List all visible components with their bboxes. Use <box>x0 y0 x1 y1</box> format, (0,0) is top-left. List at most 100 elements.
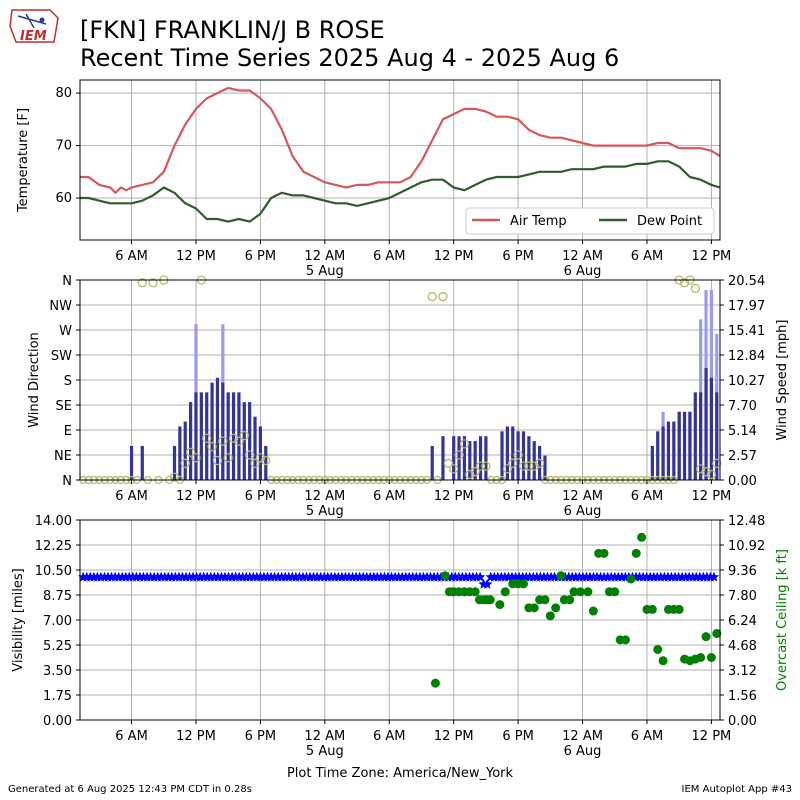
ceiling-point <box>610 587 620 597</box>
x-tick-label: 12 AM <box>304 489 345 504</box>
x-tick-label: 6 PM <box>245 489 276 504</box>
speed-tick-label: 17.97 <box>728 299 765 314</box>
wind-speed-bar <box>199 392 203 480</box>
legend-label-air-temp: Air Temp <box>510 214 567 229</box>
y-axis-label: Wind Direction <box>27 332 42 428</box>
wind-speed-bar <box>183 421 187 480</box>
x-tick-label: 12 PM <box>176 249 216 264</box>
x-tick-label-date: 5 Aug <box>306 744 344 759</box>
wind-direction-point <box>454 450 464 460</box>
wind-direction-point <box>690 283 700 293</box>
wind-direction-point <box>696 464 706 474</box>
x-tick-label: 12 PM <box>176 729 216 744</box>
ceiling-tick-label: 4.68 <box>728 639 757 654</box>
ceiling-tick-label: 6.24 <box>728 614 757 629</box>
y-axis-label: Visibility [miles] <box>11 568 26 671</box>
x-tick-label: 6 AM <box>631 249 664 264</box>
x-tick-label: 12 AM <box>562 729 603 744</box>
x-tick-label: 12 PM <box>692 489 732 504</box>
x-tick-label: 6 AM <box>373 489 406 504</box>
wind-speed-bar <box>516 431 520 480</box>
wind-speed-bar <box>189 402 193 480</box>
wind-direction-point <box>261 455 271 466</box>
wind-speed-bar <box>709 377 714 480</box>
wind-speed-bar <box>205 392 209 480</box>
wind-speed-bar <box>511 426 515 480</box>
legend: Air Temp Dew Point <box>465 207 715 235</box>
wind-direction-point <box>212 455 223 466</box>
wind-direction-point <box>459 439 470 449</box>
visibility-point <box>482 578 493 589</box>
wind-direction-point <box>712 458 722 468</box>
visibility-tick-label: 12.25 <box>35 539 72 554</box>
y-tick-label: 80 <box>55 86 72 101</box>
wind-speed-bar <box>441 436 445 480</box>
wind-direction-point <box>443 458 453 468</box>
direction-tick-label: NW <box>49 299 72 314</box>
direction-tick-label: N <box>62 474 72 489</box>
footer-app: IEM Autoplot App #43 <box>681 784 792 795</box>
wind-speed-bar <box>210 382 214 480</box>
x-tick-label: 12 PM <box>434 489 474 504</box>
x-tick-label-date: 5 Aug <box>306 264 344 279</box>
ceiling-point <box>430 678 440 688</box>
ceiling-point <box>500 587 510 597</box>
wind-speed-bar <box>661 426 665 480</box>
x-tick-label: 12 PM <box>434 729 474 744</box>
ceiling-tick-label: 7.80 <box>728 589 757 604</box>
wind-speed-bar <box>704 368 708 480</box>
wind-speed-bar <box>457 436 461 480</box>
ceiling-point <box>495 600 505 610</box>
wind-direction-point <box>470 467 480 477</box>
wind-speed-bar <box>682 411 687 480</box>
x-tick-label: 6 PM <box>502 489 533 504</box>
speed-tick-label: 2.57 <box>728 449 757 464</box>
direction-tick-label: SE <box>56 399 72 414</box>
ceiling-point <box>583 587 593 597</box>
wind-speed-bar <box>677 411 681 480</box>
wind-direction-point <box>228 433 239 443</box>
wind-speed-bar <box>462 436 467 480</box>
wind-direction-point <box>180 458 190 468</box>
x-tick-label: 6 AM <box>115 489 148 504</box>
wind-direction-point <box>223 453 233 463</box>
ceiling-tick-label: 1.56 <box>728 689 757 704</box>
wind-speed-bar <box>237 392 241 480</box>
wind-direction-point <box>513 450 523 460</box>
wind-direction-point <box>218 436 228 446</box>
x-tick-label-date: 5 Aug <box>306 504 344 519</box>
wind-speed-bar <box>452 436 456 480</box>
speed-tick-label: 10.27 <box>728 374 765 389</box>
wind-direction-point <box>706 469 717 480</box>
y2-axis-label: Wind Speed [mph] <box>775 320 790 441</box>
wind-direction-point <box>449 464 459 474</box>
ceiling-point <box>696 653 706 662</box>
wind-direction-point <box>502 464 513 474</box>
ceiling-point <box>551 603 561 613</box>
direction-tick-label: N <box>62 274 72 289</box>
wind-speed-bar <box>473 441 477 480</box>
direction-tick-label: W <box>59 324 72 339</box>
wind-speed-bar <box>430 445 434 480</box>
ceiling-point <box>712 628 722 638</box>
wind-speed-bar <box>140 445 144 480</box>
wind-speed-bar <box>672 421 676 480</box>
speed-tick-label: 15.41 <box>728 324 765 339</box>
ceiling-point <box>701 632 711 642</box>
wind-speed-bar <box>500 431 504 480</box>
wind-direction-point <box>255 453 266 463</box>
x-tick-label: 6 AM <box>631 729 664 744</box>
ceiling-tick-label: 12.48 <box>728 514 765 529</box>
wind-speed-bar <box>242 402 246 480</box>
ceiling-point <box>647 604 657 614</box>
ceiling-point <box>545 611 555 621</box>
x-tick-label: 6 PM <box>245 729 276 744</box>
x-tick-label: 6 AM <box>115 729 148 744</box>
x-tick-label: 12 PM <box>692 249 732 264</box>
legend-box <box>465 207 715 235</box>
wind-speed-bar <box>253 416 257 480</box>
visibility-ceiling-panel: 0.00 1.75 3.50 5.25 7.00 8.75 10.50 12.25 14.00 0… <box>11 514 790 759</box>
wind-speed-bar <box>532 441 536 480</box>
x-tick-label: 12 AM <box>304 729 345 744</box>
